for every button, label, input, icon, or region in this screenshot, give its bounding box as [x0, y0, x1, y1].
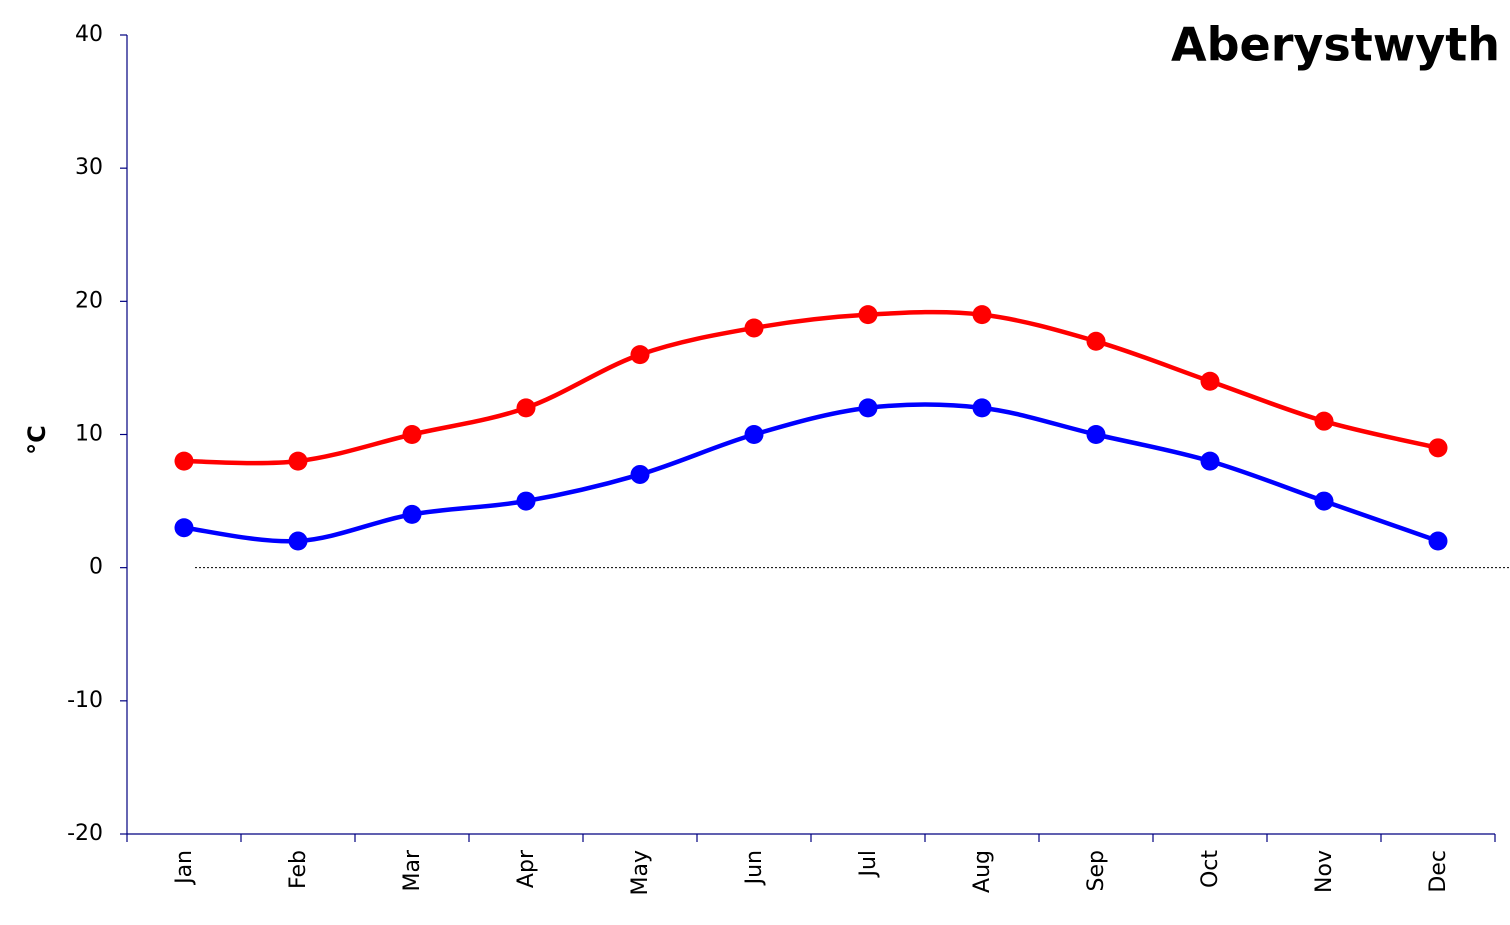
data-point	[744, 318, 764, 338]
x-tick-label: Nov	[1312, 850, 1337, 893]
data-point	[630, 345, 650, 365]
x-tick-label: Jan	[172, 850, 197, 886]
data-point	[1086, 331, 1106, 351]
x-tick-label: Feb	[286, 850, 311, 889]
data-point	[288, 451, 308, 471]
x-tick-label: Aug	[970, 850, 995, 893]
data-point	[972, 305, 992, 325]
data-point	[516, 491, 536, 511]
data-point	[858, 398, 878, 418]
x-tick-label: Apr	[514, 849, 539, 888]
data-point	[1428, 438, 1448, 458]
data-point	[972, 398, 992, 418]
data-point	[630, 464, 650, 484]
data-point	[1314, 411, 1334, 431]
y-tick-label: 10	[75, 422, 103, 447]
data-point	[516, 398, 536, 418]
chart-title: Aberystwyth	[1171, 18, 1500, 72]
y-tick-label: -20	[67, 821, 103, 846]
y-axis-label: °C	[23, 425, 51, 455]
data-point	[858, 305, 878, 325]
data-point	[174, 518, 194, 538]
data-point	[288, 531, 308, 551]
x-tick-label: Dec	[1426, 850, 1451, 893]
x-tick-label: Sep	[1084, 850, 1109, 891]
data-point	[1314, 491, 1334, 511]
x-tick-label: Oct	[1198, 850, 1223, 888]
y-tick-label: 0	[89, 555, 103, 580]
data-point	[1200, 371, 1220, 391]
data-point	[402, 425, 422, 444]
y-tick-label: 30	[75, 155, 103, 180]
data-point	[1086, 425, 1106, 444]
series-line	[183, 402, 1439, 544]
y-tick-label: -10	[67, 688, 103, 713]
x-tick-label: May	[628, 850, 653, 895]
x-tick-label: Mar	[400, 849, 425, 891]
data-point	[402, 504, 422, 524]
x-tick-label: Jun	[742, 850, 767, 886]
y-tick-label: 20	[75, 288, 103, 313]
x-tick-label: Jul	[856, 850, 881, 879]
data-point	[744, 425, 764, 444]
data-point	[1200, 451, 1220, 471]
y-tick-label: 40	[75, 22, 103, 47]
data-point	[174, 451, 194, 471]
series-line	[183, 309, 1439, 466]
data-point	[1428, 531, 1448, 551]
